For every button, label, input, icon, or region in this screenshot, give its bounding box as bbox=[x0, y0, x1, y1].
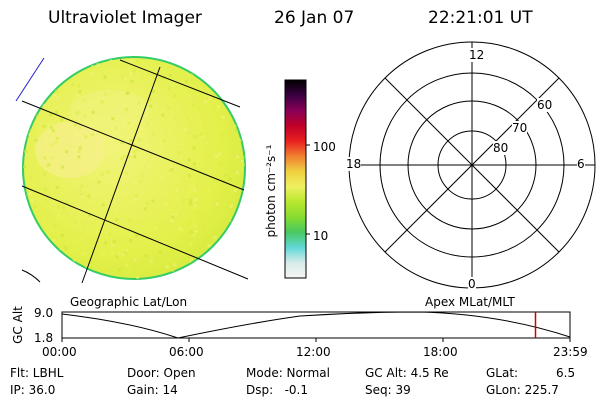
mlt-label-6: 6 bbox=[577, 157, 585, 171]
status-door: Door: Open bbox=[127, 366, 196, 380]
geographic-grid bbox=[21, 59, 249, 284]
mlt-label-18: 18 bbox=[346, 157, 362, 171]
colorbar-tick-10: 10 bbox=[313, 229, 329, 243]
status-glat-label: GLat: bbox=[486, 366, 519, 380]
status-glat-value: 6.5 bbox=[556, 366, 576, 380]
status-glon: GLon: 225.7 bbox=[486, 383, 559, 397]
mlt-label-0: 0 bbox=[468, 277, 476, 291]
geographic-caption: Geographic Lat/Lon bbox=[70, 295, 188, 309]
mlat-label-80: 80 bbox=[493, 141, 509, 155]
status-dsp: Dsp: -0.1 bbox=[246, 383, 309, 397]
colorbar bbox=[284, 79, 310, 279]
orbit-track bbox=[15, 57, 45, 102]
instrument-title: Ultraviolet Imager bbox=[48, 8, 202, 28]
date-label: 26 Jan 07 bbox=[274, 8, 355, 28]
colorbar-tick-100: 100 bbox=[313, 140, 336, 154]
status-gc-alt: GC Alt: 4.5 Re bbox=[365, 366, 449, 380]
apex-caption: Apex MLat/MLT bbox=[425, 295, 515, 309]
time-label: 22:21:01 UT bbox=[428, 8, 533, 28]
colorbar-unit-label: photon cm⁻²s⁻¹ bbox=[264, 144, 278, 238]
status-seq: Seq: 39 bbox=[365, 383, 411, 397]
time-tick-0000: 00:00 bbox=[42, 345, 77, 359]
mlat-label-70: 70 bbox=[512, 121, 528, 135]
status-ip: IP: 36.0 bbox=[10, 383, 56, 397]
altitude-ytick-bottom: 1.8 bbox=[34, 331, 54, 345]
time-tick-1200: 12:00 bbox=[296, 345, 331, 359]
altitude-axis-label: GC Alt bbox=[11, 306, 25, 344]
time-tick-1800: 18:00 bbox=[423, 345, 458, 359]
status-flt: Flt: LBHL bbox=[10, 366, 64, 380]
mlt-label-12: 12 bbox=[469, 48, 485, 62]
time-tick-0600: 06:00 bbox=[169, 345, 204, 359]
polar-plot bbox=[348, 41, 596, 289]
status-gain: Gain: 14 bbox=[127, 383, 178, 397]
altitude-plot bbox=[61, 311, 571, 342]
mlat-label-60: 60 bbox=[537, 98, 553, 112]
time-tick-2359: 23:59 bbox=[553, 345, 588, 359]
status-mode: Mode: Normal bbox=[246, 366, 330, 380]
uv-image-disk bbox=[22, 56, 246, 280]
altitude-ytick-top: 9.0 bbox=[34, 306, 54, 320]
